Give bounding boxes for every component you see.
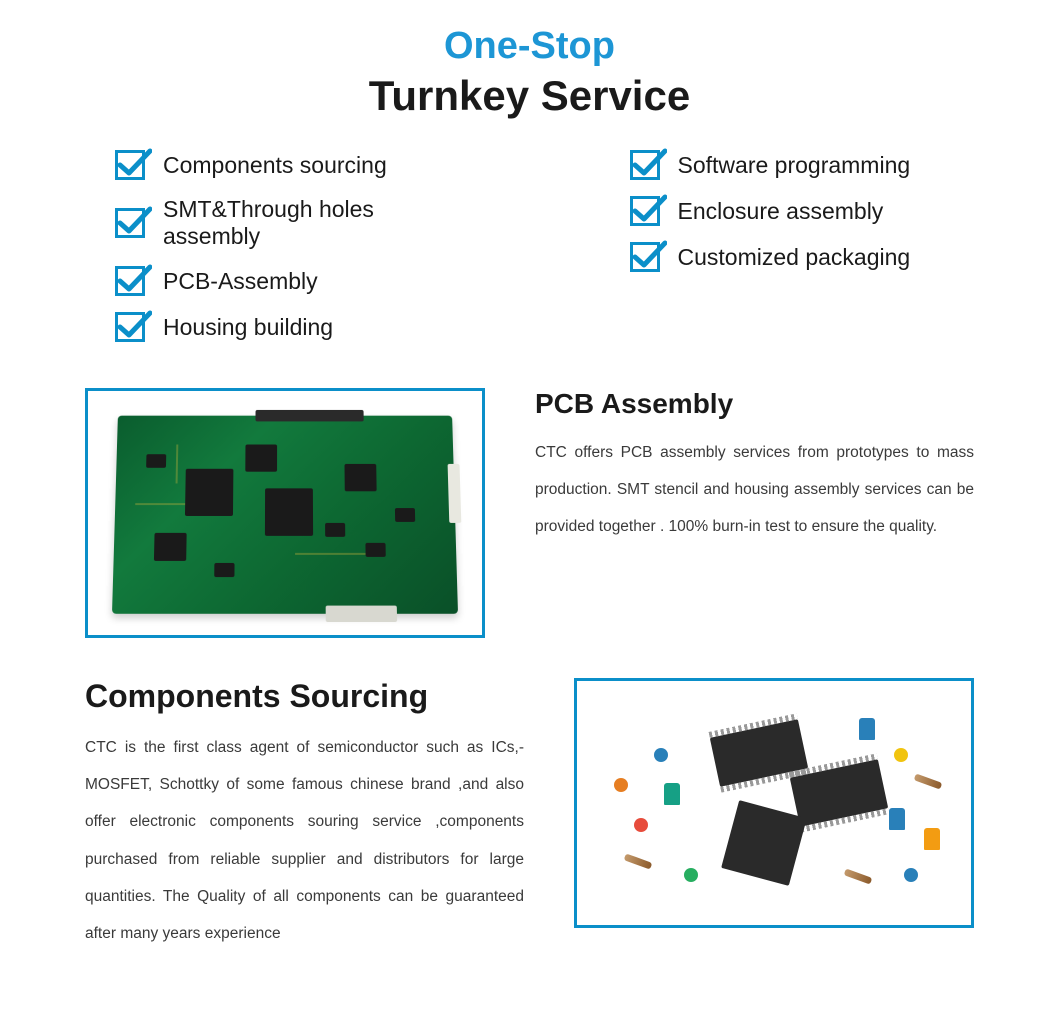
checklist-label: Software programming xyxy=(678,152,911,179)
checkmark-icon xyxy=(115,208,145,238)
pcb-illustration xyxy=(112,416,458,614)
checkmark-icon xyxy=(115,312,145,342)
checkmark-icon xyxy=(630,150,660,180)
checklist-item: Components sourcing xyxy=(115,150,460,180)
checklist-label: PCB-Assembly xyxy=(163,268,318,295)
components-illustration xyxy=(594,698,954,908)
checkmark-icon xyxy=(115,150,145,180)
checklist-label: Enclosure assembly xyxy=(678,198,884,225)
checklist-label: SMT&Through holes assembly xyxy=(163,196,460,250)
pcb-text-block: PCB Assembly CTC offers PCB assembly ser… xyxy=(535,388,974,546)
checklist-item: SMT&Through holes assembly xyxy=(115,196,460,250)
checklist-label: Housing building xyxy=(163,314,333,341)
checklist-item: Customized packaging xyxy=(630,242,975,272)
checklist-label: Customized packaging xyxy=(678,244,911,271)
services-checklist: Components sourcing SMT&Through holes ass… xyxy=(115,150,974,358)
checklist-item: PCB-Assembly xyxy=(115,266,460,296)
pcb-assembly-section: PCB Assembly CTC offers PCB assembly ser… xyxy=(85,388,974,638)
sourcing-title: Components Sourcing xyxy=(85,678,524,715)
sourcing-description: CTC is the first class agent of semicond… xyxy=(85,729,524,952)
components-sourcing-section: Components Sourcing CTC is the first cla… xyxy=(85,678,974,952)
page-header: One-Stop Turnkey Service xyxy=(85,25,974,120)
sourcing-text-block: Components Sourcing CTC is the first cla… xyxy=(85,678,524,952)
components-scatter-image xyxy=(574,678,974,928)
checklist-right-column: Software programming Enclosure assembly Cu… xyxy=(630,150,975,358)
checklist-item: Enclosure assembly xyxy=(630,196,975,226)
checkmark-icon xyxy=(630,196,660,226)
checklist-item: Software programming xyxy=(630,150,975,180)
checkmark-icon xyxy=(630,242,660,272)
checklist-left-column: Components sourcing SMT&Through holes ass… xyxy=(115,150,460,358)
pcb-title: PCB Assembly xyxy=(535,388,974,420)
header-main-title: Turnkey Service xyxy=(85,72,974,120)
checkmark-icon xyxy=(115,266,145,296)
pcb-description: CTC offers PCB assembly services from pr… xyxy=(535,434,974,546)
pcb-board-image xyxy=(85,388,485,638)
checklist-label: Components sourcing xyxy=(163,152,387,179)
header-accent-title: One-Stop xyxy=(85,25,974,68)
checklist-item: Housing building xyxy=(115,312,460,342)
